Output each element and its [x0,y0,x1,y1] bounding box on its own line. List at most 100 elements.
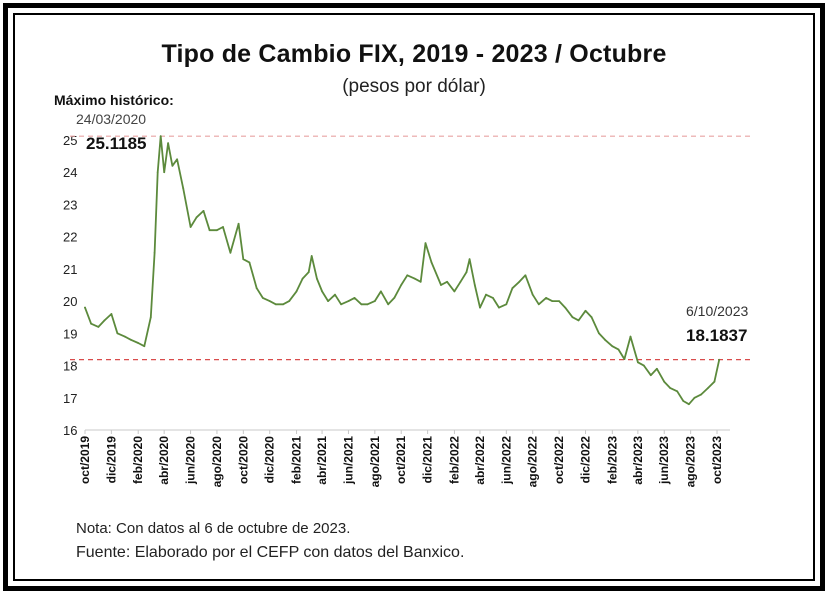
data-point [656,367,658,370]
x-tick-label: abr/2022 [473,436,487,485]
data-point [176,158,179,161]
data-point [505,303,508,306]
x-tick-label: oct/2019 [78,436,92,484]
data-point [110,313,113,315]
data-point [584,309,587,312]
data-point [216,229,218,232]
data-point [492,297,494,299]
data-point [419,280,422,283]
data-point [400,284,403,286]
y-tick-label: 17 [63,391,77,406]
data-point [590,316,593,319]
data-point [406,274,409,277]
data-point [242,258,245,261]
data-point [84,306,86,309]
data-point [598,332,600,335]
data-point [453,290,456,293]
x-tick-label: ago/2023 [684,436,698,488]
data-point [629,335,632,338]
x-tick-label: feb/2023 [605,436,619,484]
data-point [537,303,540,306]
source-note: Fuente: Elaborado por el CEFP con datos … [76,544,465,561]
data-point [182,187,185,190]
data-point [617,348,620,351]
data-point [468,258,471,261]
data-point [707,387,709,389]
data-point [222,226,224,228]
y-tick-label: 18 [63,359,77,374]
x-tick-label: oct/2023 [710,436,724,484]
data-point [611,345,614,348]
data-point [380,290,382,293]
data-point [446,280,448,283]
x-tick-label: oct/2020 [236,436,250,484]
data-point [551,300,554,302]
y-tick-label: 20 [63,294,77,309]
data-point [347,300,350,302]
x-tick-label: ago/2021 [368,436,382,488]
exchange-rate-line [84,135,721,406]
chart-title: Tipo de Cambio FIX, 2019 - 2023 / Octubr… [161,40,667,68]
data-point [301,277,304,280]
y-tick-label: 19 [63,326,77,341]
data-point [465,271,468,273]
data-point [307,271,310,273]
data-point [531,293,534,296]
y-tick-label: 25 [63,133,77,148]
data-point [321,290,323,293]
data-point [123,335,126,338]
data-point [577,319,580,322]
inner-frame [13,13,815,581]
data-point [479,306,481,309]
data-point [604,338,606,341]
data-point [413,277,416,280]
data-point [693,396,696,399]
data-point [387,303,390,306]
last-value-label: 18.1837 [686,326,748,345]
data-point [718,358,721,361]
x-tick-label: jun/2021 [341,436,355,485]
data-point [90,322,92,325]
data-point [274,303,277,306]
data-point [688,403,690,406]
data-point [143,345,146,348]
x-tick-label: dic/2020 [263,436,277,484]
data-point [334,293,336,296]
x-tick-label: feb/2022 [447,436,461,484]
data-point [137,342,140,344]
data-point [327,300,329,302]
y-tick-label: 21 [63,262,77,277]
max-historic-value: 25.1185 [86,134,147,153]
data-point [268,300,271,302]
data-point [393,297,396,299]
data-point [511,287,514,290]
data-point [195,216,198,219]
data-point [669,387,672,389]
x-tick-label: abr/2020 [157,436,171,485]
data-point [130,338,132,341]
data-point [643,364,645,367]
data-point [623,358,626,360]
data-point [713,380,716,383]
data-point [167,142,170,145]
max-historic-date: 24/03/2020 [76,111,147,127]
data-point [440,284,442,286]
data-point [156,171,159,174]
data-point [360,303,363,306]
x-tick-label: dic/2022 [579,436,593,484]
data-point [700,393,702,396]
data-point [545,297,547,299]
x-tick-label: dic/2019 [104,436,118,484]
data-point [571,316,574,319]
data-point [676,390,679,393]
data-point [248,261,251,264]
data-point [229,251,232,254]
x-tick-label: ago/2022 [526,436,540,488]
data-point [153,251,156,254]
y-tick-label: 16 [63,423,77,438]
x-tick-label: jun/2020 [184,436,198,485]
x-tick-label: feb/2021 [290,436,304,484]
data-point [261,297,264,299]
data-point [485,293,487,296]
